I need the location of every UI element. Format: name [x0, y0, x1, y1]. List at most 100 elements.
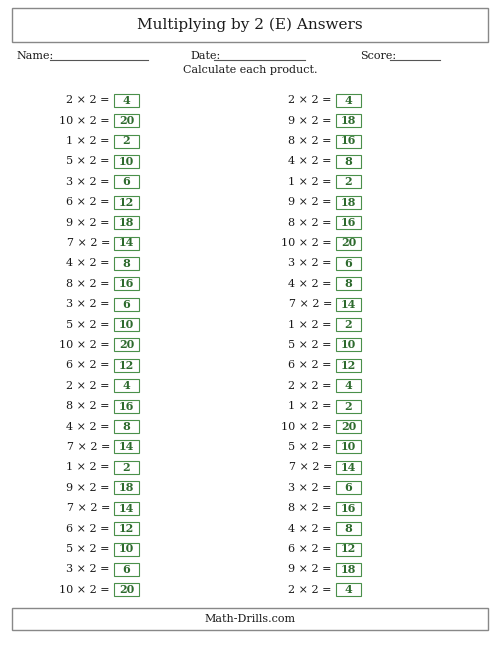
Text: 20: 20 — [341, 421, 356, 432]
Text: 6 × 2 =: 6 × 2 = — [288, 544, 332, 554]
Text: 20: 20 — [119, 115, 134, 126]
Text: 16: 16 — [119, 278, 134, 289]
Bar — [114, 441, 139, 454]
Text: 2: 2 — [344, 400, 352, 411]
Text: 9 × 2 =: 9 × 2 = — [288, 197, 332, 207]
Bar — [114, 298, 139, 311]
Text: 10 × 2 =: 10 × 2 = — [282, 238, 332, 248]
Text: 16: 16 — [119, 400, 134, 411]
Text: 7 × 2 =: 7 × 2 = — [66, 503, 110, 513]
Text: 4 × 2 =: 4 × 2 = — [66, 258, 110, 269]
Text: 14: 14 — [119, 237, 134, 248]
Text: 8: 8 — [344, 523, 352, 534]
Text: 5 × 2 =: 5 × 2 = — [66, 544, 110, 554]
Text: 7 × 2 =: 7 × 2 = — [288, 463, 332, 472]
Bar — [114, 237, 139, 250]
Text: 4 × 2 =: 4 × 2 = — [288, 523, 332, 534]
Text: Score:: Score: — [360, 51, 396, 61]
Bar — [336, 563, 361, 576]
Text: 5 × 2 =: 5 × 2 = — [288, 442, 332, 452]
Bar — [114, 155, 139, 168]
Text: 16: 16 — [341, 503, 356, 514]
Text: 10 × 2 =: 10 × 2 = — [60, 340, 110, 350]
Text: 14: 14 — [119, 441, 134, 452]
Bar — [114, 522, 139, 535]
Bar — [114, 420, 139, 433]
Bar — [336, 441, 361, 454]
Text: 6 × 2 =: 6 × 2 = — [288, 360, 332, 370]
Text: 2: 2 — [122, 135, 130, 146]
Text: 9 × 2 =: 9 × 2 = — [66, 217, 110, 228]
Bar — [336, 318, 361, 331]
Text: 3 × 2 =: 3 × 2 = — [288, 258, 332, 269]
Text: Math-Drills.com: Math-Drills.com — [204, 614, 296, 624]
Bar — [114, 94, 139, 107]
Bar — [336, 379, 361, 392]
Text: 6: 6 — [344, 258, 352, 269]
Text: 10 × 2 =: 10 × 2 = — [282, 422, 332, 432]
Text: 18: 18 — [341, 115, 356, 126]
Text: 1 × 2 =: 1 × 2 = — [288, 401, 332, 411]
Text: 20: 20 — [119, 340, 134, 351]
Text: 8 × 2 =: 8 × 2 = — [288, 217, 332, 228]
Bar — [114, 216, 139, 229]
Text: Multiplying by 2 (E) Answers: Multiplying by 2 (E) Answers — [137, 18, 363, 32]
Text: 12: 12 — [341, 543, 356, 554]
Text: 18: 18 — [341, 197, 356, 208]
Text: 10: 10 — [341, 441, 356, 452]
Bar — [336, 135, 361, 148]
Bar — [114, 175, 139, 188]
Bar — [336, 359, 361, 372]
Text: 20: 20 — [341, 237, 356, 248]
Text: 8 × 2 =: 8 × 2 = — [66, 279, 110, 289]
Bar — [336, 584, 361, 597]
Text: Name:: Name: — [16, 51, 53, 61]
Text: 5 × 2 =: 5 × 2 = — [66, 157, 110, 166]
Text: 12: 12 — [119, 523, 134, 534]
Text: 16: 16 — [341, 217, 356, 228]
Text: 5 × 2 =: 5 × 2 = — [66, 320, 110, 329]
Text: 8: 8 — [344, 278, 352, 289]
Text: 1 × 2 =: 1 × 2 = — [66, 463, 110, 472]
Text: 12: 12 — [119, 197, 134, 208]
Bar — [114, 257, 139, 270]
Bar — [336, 481, 361, 494]
Text: 9 × 2 =: 9 × 2 = — [288, 564, 332, 575]
Text: 12: 12 — [341, 360, 356, 371]
Bar — [114, 584, 139, 597]
Bar — [114, 359, 139, 372]
Bar — [114, 338, 139, 351]
Bar — [114, 461, 139, 474]
Text: 14: 14 — [119, 503, 134, 514]
Text: 2 × 2 =: 2 × 2 = — [66, 95, 110, 105]
Bar — [336, 257, 361, 270]
Bar — [336, 195, 361, 209]
Bar — [336, 501, 361, 515]
Bar — [114, 563, 139, 576]
Text: 3 × 2 =: 3 × 2 = — [66, 299, 110, 309]
Text: 8: 8 — [122, 258, 130, 269]
Text: 16: 16 — [341, 135, 356, 146]
Text: 18: 18 — [119, 482, 134, 493]
Bar — [336, 216, 361, 229]
Text: 2 × 2 =: 2 × 2 = — [288, 381, 332, 391]
Text: 2 × 2 =: 2 × 2 = — [288, 585, 332, 595]
Bar — [12, 608, 488, 630]
Bar — [336, 175, 361, 188]
Text: 8 × 2 =: 8 × 2 = — [288, 503, 332, 513]
Bar — [336, 522, 361, 535]
Text: 6 × 2 =: 6 × 2 = — [66, 197, 110, 207]
Bar — [114, 400, 139, 413]
Text: 2 × 2 =: 2 × 2 = — [66, 381, 110, 391]
Bar — [114, 114, 139, 127]
Text: 4: 4 — [122, 380, 130, 391]
Text: 4 × 2 =: 4 × 2 = — [66, 422, 110, 432]
Text: 7 × 2 =: 7 × 2 = — [288, 299, 332, 309]
Text: 6 × 2 =: 6 × 2 = — [66, 360, 110, 370]
Bar — [114, 379, 139, 392]
Text: 9 × 2 =: 9 × 2 = — [66, 483, 110, 493]
Text: 3 × 2 =: 3 × 2 = — [66, 564, 110, 575]
Text: 10: 10 — [119, 156, 134, 167]
Text: 1 × 2 =: 1 × 2 = — [66, 136, 110, 146]
Bar — [336, 400, 361, 413]
